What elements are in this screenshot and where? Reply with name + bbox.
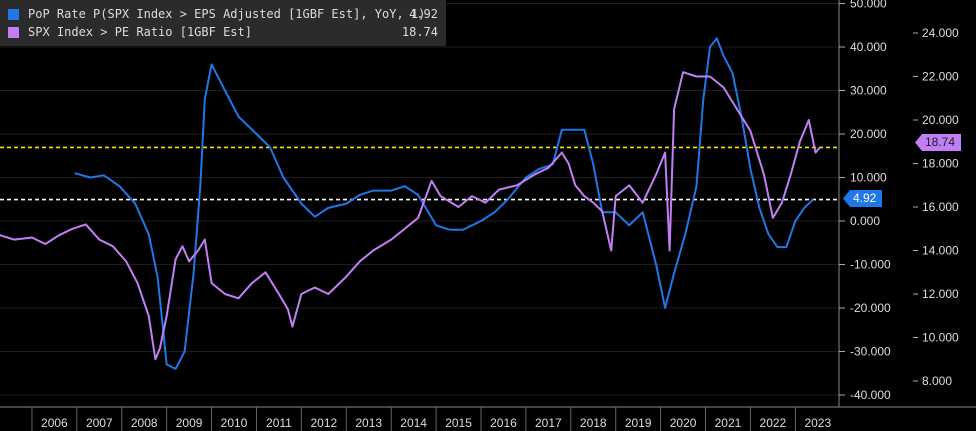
y-left-tick-label: 50.000: [850, 0, 887, 11]
x-tick-label: 2013: [355, 416, 382, 430]
x-tick-label: 2011: [266, 416, 292, 430]
x-tick-label: 2007: [86, 416, 113, 430]
y-right-tick-label: 12.000: [922, 287, 959, 301]
y-right-tick-label: 20.000: [922, 113, 959, 127]
y-left-tick-label: 40.000: [850, 40, 887, 54]
series-line-pe-ratio: [0, 71, 821, 361]
x-tick-label: 2019: [625, 416, 652, 430]
legend-swatch-purple: [8, 27, 19, 38]
x-tick-label: 2015: [445, 416, 472, 430]
last-value-tag-pe: 18.74: [915, 134, 962, 151]
x-tick-label: 2023: [804, 416, 831, 430]
legend-entry-eps-growth: PoP Rate P(SPX Index > EPS Adjusted [1GB…: [8, 7, 438, 23]
x-tick-label: 2006: [41, 416, 68, 430]
y-left-tick-label: 0.000: [850, 214, 880, 228]
y-left-tick-label: 20.000: [850, 127, 887, 141]
legend-entry-pe-ratio: SPX Index > PE Ratio [1GBF Est] 18.74: [8, 25, 438, 41]
y-right-tick-label: 22.000: [922, 70, 959, 84]
y-right-tick-label: 14.000: [922, 244, 959, 258]
last-value-tag-eps: 4.92: [843, 190, 883, 207]
y-left-tick-label: -40.000: [850, 388, 891, 402]
series-line-eps-growth: [74, 37, 814, 370]
x-tick-label: 2008: [131, 416, 158, 430]
y-left-tick-label: -20.000: [850, 301, 891, 315]
y-right-tick-label: 10.000: [922, 331, 959, 345]
y-right-tick-label: 16.000: [922, 200, 959, 214]
x-tick-label: 2012: [310, 416, 337, 430]
y-right-tick-label: 24.000: [922, 26, 959, 40]
x-tick-label: 2009: [176, 416, 203, 430]
y-left-tick-label: -30.000: [850, 345, 891, 359]
legend-label: SPX Index > PE Ratio [1GBF Est]: [28, 25, 252, 39]
legend-box: PoP Rate P(SPX Index > EPS Adjusted [1GB…: [0, 0, 446, 46]
legend-value: 4.92: [409, 7, 438, 21]
x-tick-label: 2017: [535, 416, 562, 430]
x-tick-label: 2020: [670, 416, 697, 430]
x-tick-label: 2018: [580, 416, 607, 430]
x-tick-label: 2022: [760, 416, 787, 430]
y-right-tick-label: 18.000: [922, 157, 959, 171]
x-tick-label: 2016: [490, 416, 517, 430]
x-tick-label: 2014: [400, 416, 427, 430]
legend-swatch-blue: [8, 9, 19, 20]
y-left-tick-label: 30.000: [850, 84, 887, 98]
legend-label: PoP Rate P(SPX Index > EPS Adjusted [1GB…: [28, 7, 426, 21]
y-left-tick-label: 10.000: [850, 171, 887, 185]
x-tick-label: 2010: [221, 416, 248, 430]
x-tick-label: 2021: [715, 416, 742, 430]
y-left-tick-label: -10.000: [850, 258, 891, 272]
y-right-tick-label: 8.000: [922, 374, 952, 388]
legend-value: 18.74: [401, 25, 438, 39]
